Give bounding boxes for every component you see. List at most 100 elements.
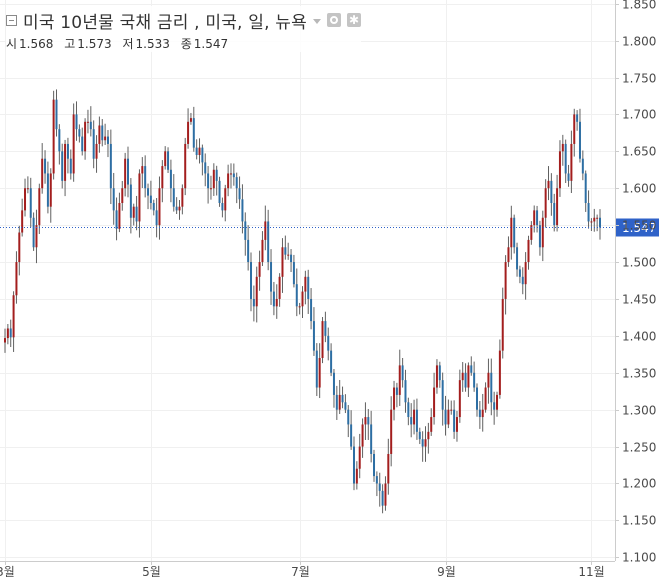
candle-body	[352, 446, 355, 484]
candle-body	[464, 372, 467, 388]
candle-body	[278, 276, 281, 299]
candle-body	[521, 276, 524, 285]
candle-body	[450, 409, 453, 411]
candle-body	[570, 143, 573, 181]
candle-body	[224, 188, 227, 211]
candle-body	[81, 136, 84, 152]
price-tick-label-1: 1.150	[622, 514, 656, 528]
price-tick-label-12: 1.700	[622, 108, 656, 122]
candle-body	[201, 147, 204, 163]
candle-body	[244, 221, 247, 240]
candle-body	[18, 232, 21, 263]
candle-body	[433, 387, 436, 418]
price-tick-label-0: 1.100	[622, 551, 656, 565]
eye-icon[interactable]	[327, 13, 341, 27]
candle-body	[127, 158, 130, 185]
candle-body	[341, 394, 344, 403]
price-tick-label-4: 1.300	[622, 404, 656, 418]
high-label: 고	[64, 37, 76, 51]
price-tick-label-14: 1.800	[622, 35, 656, 49]
candle-body	[52, 99, 55, 174]
time-tick-label-3: 9월	[437, 565, 456, 579]
candle-body	[361, 424, 364, 447]
candle-body	[258, 262, 261, 277]
candle-body	[264, 221, 267, 240]
candle-body	[504, 262, 507, 299]
candle-body	[44, 158, 47, 174]
candle-body	[424, 439, 427, 447]
candle-body	[284, 247, 287, 255]
candle-body	[104, 136, 107, 141]
candle-body	[218, 180, 221, 203]
candle-body	[584, 173, 587, 203]
candle-body	[29, 188, 32, 218]
candle-body	[204, 162, 207, 174]
candle-body	[593, 217, 596, 222]
open-label: 시	[6, 37, 18, 51]
candle-body	[553, 202, 556, 226]
candle-body	[178, 206, 181, 211]
candle-body	[458, 380, 461, 418]
candle-body	[144, 166, 147, 189]
dropdown-icon[interactable]	[313, 18, 321, 24]
candle-body	[287, 254, 290, 256]
candle-body	[169, 169, 172, 189]
candle-body	[255, 276, 258, 307]
candle-body	[410, 417, 413, 425]
candles	[4, 89, 601, 514]
candle-body	[438, 365, 441, 381]
candle-body	[75, 114, 78, 130]
candle-body	[347, 409, 350, 425]
candle-body	[121, 188, 124, 203]
candle-body	[461, 372, 464, 381]
candle-body	[138, 173, 141, 222]
candle-body	[55, 99, 58, 130]
candle-body	[421, 439, 424, 447]
candle-body	[453, 409, 456, 432]
candle-body	[78, 129, 81, 137]
close-label: 종	[180, 37, 192, 51]
candle-body	[378, 483, 381, 491]
candle-body	[261, 239, 264, 263]
price-tick-label-10: 1.600	[622, 182, 656, 196]
candle-body	[395, 387, 398, 395]
candle-body	[252, 298, 255, 307]
candle-body	[21, 210, 24, 233]
candle-body	[550, 180, 553, 203]
collapse-icon[interactable]	[6, 14, 17, 26]
candle-body	[229, 173, 232, 175]
candle-body	[12, 295, 15, 338]
candle-body	[95, 143, 98, 159]
candle-body	[587, 202, 590, 222]
price-tick-label-3: 1.250	[622, 441, 656, 455]
high-value: 1.573	[77, 37, 112, 51]
candle-body	[599, 217, 601, 228]
price-tick-label-11: 1.650	[622, 145, 656, 159]
candle-body	[561, 143, 564, 152]
candle-body	[187, 121, 190, 144]
candle-body	[475, 387, 478, 410]
candle-body	[490, 372, 493, 403]
candle-body	[381, 490, 384, 506]
candle-body	[69, 158, 72, 174]
last-price-label: 1.547	[622, 221, 656, 235]
candle-body	[393, 387, 396, 410]
candle-body	[470, 365, 473, 373]
time-tick-label-2: 7월	[291, 565, 310, 579]
candle-body	[15, 262, 18, 296]
candle-body	[64, 143, 67, 181]
candle-body	[147, 188, 150, 196]
candle-body	[321, 321, 324, 359]
gear-icon[interactable]: ✱	[347, 13, 361, 27]
candle-body	[332, 372, 335, 395]
candle-body	[312, 321, 315, 351]
candle-body	[307, 276, 310, 299]
candle-body	[384, 483, 387, 506]
candle-body	[493, 402, 496, 410]
candle-body	[235, 177, 238, 189]
low-label: 저	[122, 37, 134, 51]
chart-legend: 미국 10년물 국채 금리 , 미국, 일, 뉴욕 ✱ 시 1.568 고 1.57…	[6, 6, 361, 52]
last-price-line-layer: 1.547	[0, 218, 659, 237]
